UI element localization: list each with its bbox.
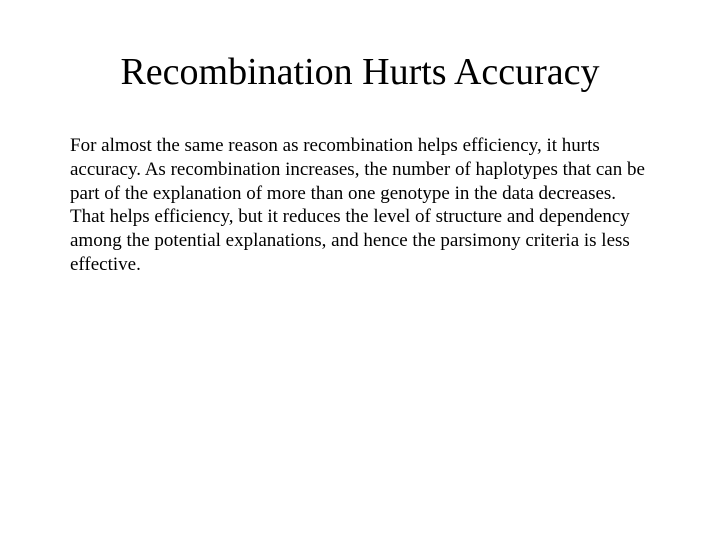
slide-container: Recombination Hurts Accuracy For almost … [0, 0, 720, 540]
slide-body-text: For almost the same reason as recombinat… [70, 134, 650, 277]
slide-title: Recombination Hurts Accuracy [70, 50, 650, 94]
